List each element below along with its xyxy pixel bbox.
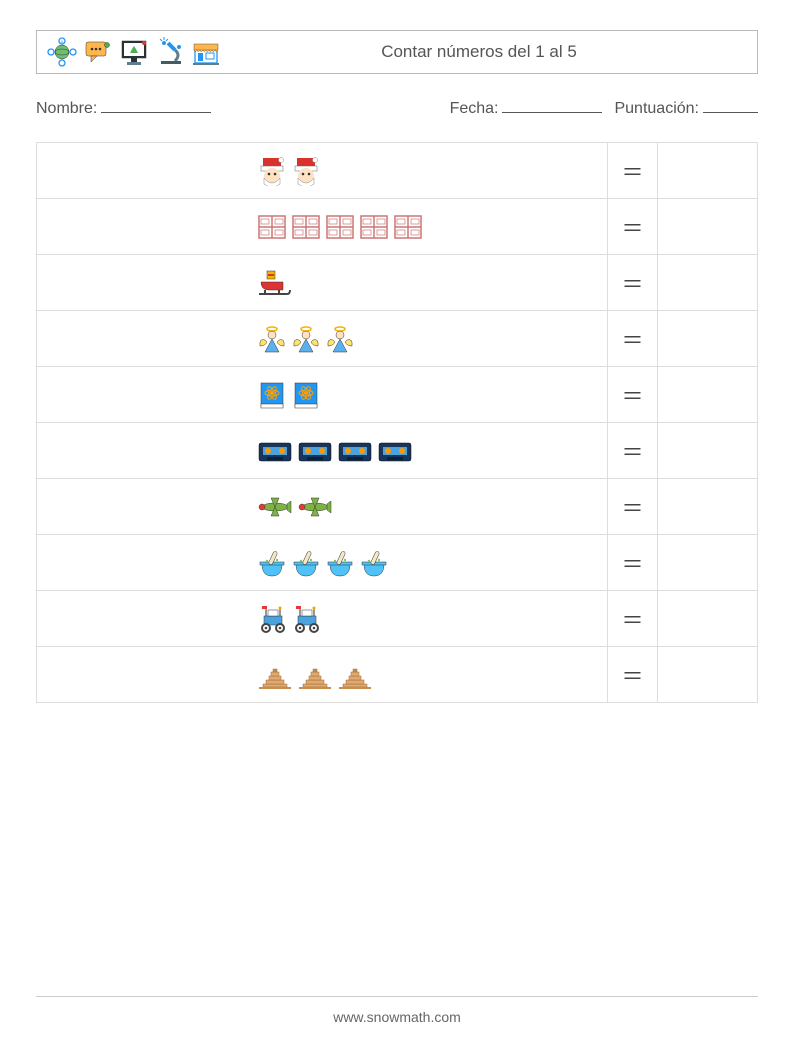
answer-cell[interactable] bbox=[657, 535, 757, 590]
angel-icon bbox=[325, 324, 355, 354]
rover-icon bbox=[257, 604, 287, 634]
items-cell bbox=[37, 255, 607, 310]
items-cell bbox=[37, 199, 607, 254]
equals-cell: ＝ bbox=[607, 311, 657, 366]
cassette-icon bbox=[297, 436, 333, 466]
shop-icon bbox=[191, 37, 221, 67]
equals-cell: ＝ bbox=[607, 199, 657, 254]
answer-cell[interactable] bbox=[657, 367, 757, 422]
window-icon bbox=[291, 212, 321, 242]
date-field: Fecha: bbox=[450, 100, 603, 118]
header-icons bbox=[47, 37, 221, 67]
footer-divider bbox=[36, 996, 758, 997]
table-row: ＝ bbox=[37, 535, 757, 591]
table-row: ＝ bbox=[37, 479, 757, 535]
items-cell bbox=[37, 311, 607, 366]
answer-cell[interactable] bbox=[657, 479, 757, 534]
worksheet-title: Contar números del 1 al 5 bbox=[221, 42, 747, 62]
table-row: ＝ bbox=[37, 647, 757, 703]
rover-icon bbox=[291, 604, 321, 634]
header-box: Contar números del 1 al 5 bbox=[36, 30, 758, 74]
score-field: Puntuación: bbox=[614, 100, 758, 118]
answer-cell[interactable] bbox=[657, 311, 757, 366]
answer-cell[interactable] bbox=[657, 591, 757, 646]
pyramid-icon bbox=[257, 660, 293, 690]
equals-cell: ＝ bbox=[607, 535, 657, 590]
monitor-icon bbox=[119, 37, 149, 67]
book-icon bbox=[291, 380, 321, 410]
equals-cell: ＝ bbox=[607, 423, 657, 478]
items-cell bbox=[37, 591, 607, 646]
answer-cell[interactable] bbox=[657, 199, 757, 254]
angel-icon bbox=[257, 324, 287, 354]
plane-icon bbox=[297, 492, 333, 522]
equals-cell: ＝ bbox=[607, 367, 657, 422]
table-row: ＝ bbox=[37, 423, 757, 479]
mortar-icon bbox=[257, 548, 287, 578]
date-blank[interactable] bbox=[502, 112, 602, 113]
name-field: Nombre: bbox=[36, 100, 211, 118]
window-icon bbox=[257, 212, 287, 242]
mortar-icon bbox=[325, 548, 355, 578]
items-cell bbox=[37, 367, 607, 422]
equals-cell: ＝ bbox=[607, 591, 657, 646]
network-icon bbox=[47, 37, 77, 67]
footer-url: www.snowmath.com bbox=[0, 1009, 794, 1025]
items-cell bbox=[37, 143, 607, 198]
window-icon bbox=[393, 212, 423, 242]
santa-icon bbox=[257, 156, 287, 186]
window-icon bbox=[325, 212, 355, 242]
cassette-icon bbox=[257, 436, 293, 466]
pyramid-icon bbox=[297, 660, 333, 690]
items-cell bbox=[37, 423, 607, 478]
equals-cell: ＝ bbox=[607, 143, 657, 198]
table-row: ＝ bbox=[37, 591, 757, 647]
microscope-icon bbox=[155, 37, 185, 67]
answer-cell[interactable] bbox=[657, 255, 757, 310]
table-row: ＝ bbox=[37, 367, 757, 423]
score-label: Puntuación: bbox=[614, 100, 699, 118]
table-row: ＝ bbox=[37, 199, 757, 255]
cassette-icon bbox=[337, 436, 373, 466]
angel-icon bbox=[291, 324, 321, 354]
name-blank[interactable] bbox=[101, 112, 211, 113]
window-icon bbox=[359, 212, 389, 242]
equals-cell: ＝ bbox=[607, 255, 657, 310]
mortar-icon bbox=[359, 548, 389, 578]
chat-icon bbox=[83, 37, 113, 67]
info-row: Nombre: Fecha: Puntuación: bbox=[36, 100, 758, 118]
mortar-icon bbox=[291, 548, 321, 578]
equals-cell: ＝ bbox=[607, 479, 657, 534]
pyramid-icon bbox=[337, 660, 373, 690]
answer-cell[interactable] bbox=[657, 423, 757, 478]
items-cell bbox=[37, 479, 607, 534]
answer-cell[interactable] bbox=[657, 143, 757, 198]
items-cell bbox=[37, 535, 607, 590]
book-icon bbox=[257, 380, 287, 410]
answer-cell[interactable] bbox=[657, 647, 757, 702]
score-blank[interactable] bbox=[703, 112, 758, 113]
date-label: Fecha: bbox=[450, 100, 499, 118]
items-cell bbox=[37, 647, 607, 702]
santa-icon bbox=[291, 156, 321, 186]
worksheet-table: ＝＝＝＝＝＝＝＝＝＝ bbox=[36, 142, 758, 703]
cassette-icon bbox=[377, 436, 413, 466]
equals-cell: ＝ bbox=[607, 647, 657, 702]
plane-icon bbox=[257, 492, 293, 522]
sleigh-icon bbox=[257, 268, 293, 298]
name-label: Nombre: bbox=[36, 100, 97, 118]
table-row: ＝ bbox=[37, 311, 757, 367]
table-row: ＝ bbox=[37, 255, 757, 311]
table-row: ＝ bbox=[37, 143, 757, 199]
